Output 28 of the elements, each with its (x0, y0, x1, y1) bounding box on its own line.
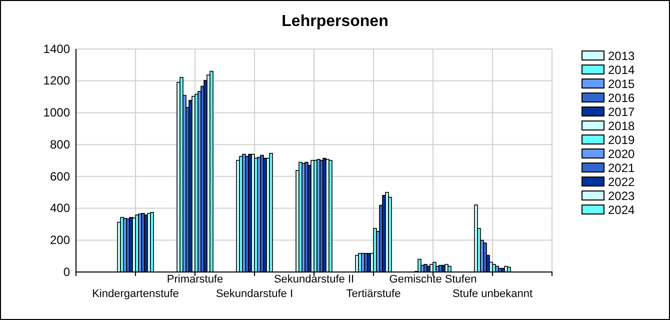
x-tick-label: Primarstufe (166, 273, 224, 286)
legend-label: 2017 (608, 105, 636, 119)
y-tick-label: 600 (50, 169, 70, 184)
legend-label: 2016 (608, 91, 636, 105)
legend-label: 2024 (608, 203, 636, 217)
y-tick-label: 1200 (43, 74, 70, 88)
legend-label: 2014 (608, 63, 636, 77)
x-tick-label: Stufe unbekannt (452, 288, 533, 300)
y-tick-label: 1400 (43, 42, 70, 56)
y-tick-label: 800 (50, 137, 70, 152)
x-tick-label: Gemischte Stufen (389, 273, 477, 286)
legend-label: 2020 (608, 147, 636, 161)
legend-label: 2023 (608, 189, 636, 203)
legend-label: 2015 (608, 77, 636, 91)
y-tick-label: 200 (50, 232, 70, 247)
legend-label: 2019 (608, 133, 636, 147)
x-tick-label: Tertiärstufe (346, 288, 401, 300)
chart-title: Lehrpersonen (282, 13, 388, 30)
legend-label: 2018 (608, 119, 636, 133)
x-tick-label: Sekundarstufe II (274, 273, 354, 286)
legend-label: 2013 (608, 49, 636, 63)
y-tick-label: 400 (50, 201, 70, 216)
x-tick-label: Sekundarstufe I (216, 288, 294, 300)
legend-label: 2022 (608, 175, 636, 189)
y-tick-label: 0 (63, 264, 70, 279)
x-tick-label: Kindergartenstufe (92, 288, 179, 300)
y-tick-label: 1000 (43, 106, 70, 120)
legend-label: 2021 (608, 161, 636, 175)
